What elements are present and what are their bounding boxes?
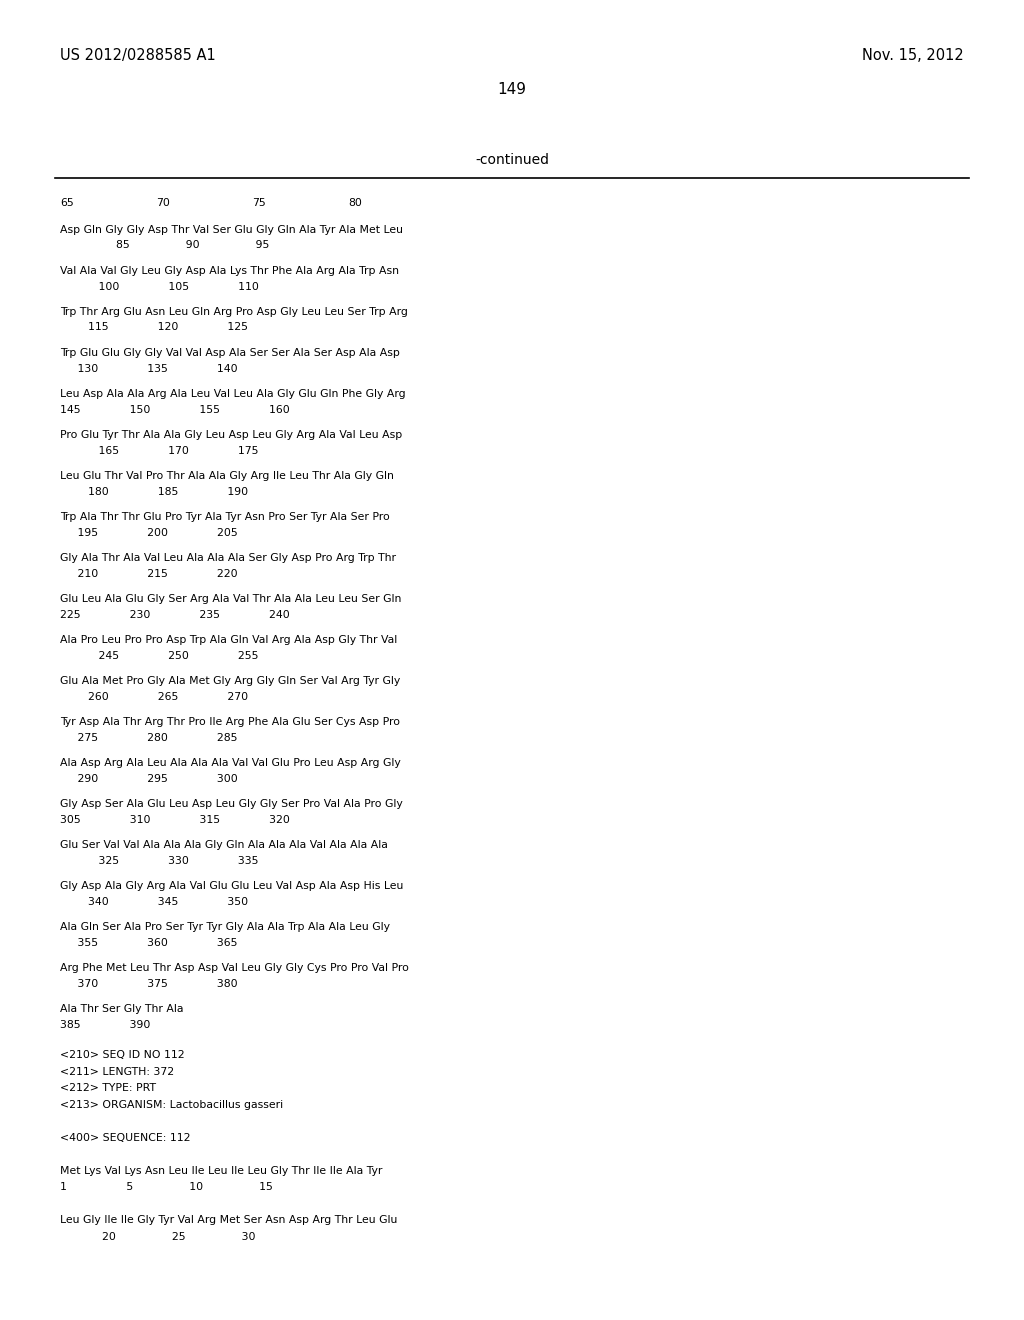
Text: Gly Ala Thr Ala Val Leu Ala Ala Ala Ser Gly Asp Pro Arg Trp Thr: Gly Ala Thr Ala Val Leu Ala Ala Ala Ser … bbox=[60, 553, 396, 564]
Text: Ala Gln Ser Ala Pro Ser Tyr Tyr Gly Ala Ala Trp Ala Ala Leu Gly: Ala Gln Ser Ala Pro Ser Tyr Tyr Gly Ala … bbox=[60, 921, 390, 932]
Text: Val Ala Val Gly Leu Gly Asp Ala Lys Thr Phe Ala Arg Ala Trp Asn: Val Ala Val Gly Leu Gly Asp Ala Lys Thr … bbox=[60, 267, 399, 276]
Text: Trp Ala Thr Thr Glu Pro Tyr Ala Tyr Asn Pro Ser Tyr Ala Ser Pro: Trp Ala Thr Thr Glu Pro Tyr Ala Tyr Asn … bbox=[60, 512, 390, 521]
Text: 245              250              255: 245 250 255 bbox=[60, 651, 258, 660]
Text: Nov. 15, 2012: Nov. 15, 2012 bbox=[862, 48, 964, 62]
Text: Ala Thr Ser Gly Thr Ala: Ala Thr Ser Gly Thr Ala bbox=[60, 1005, 183, 1014]
Text: Arg Phe Met Leu Thr Asp Asp Val Leu Gly Gly Cys Pro Pro Val Pro: Arg Phe Met Leu Thr Asp Asp Val Leu Gly … bbox=[60, 964, 409, 973]
Text: US 2012/0288585 A1: US 2012/0288585 A1 bbox=[60, 48, 216, 62]
Text: Glu Ala Met Pro Gly Ala Met Gly Arg Gly Gln Ser Val Arg Tyr Gly: Glu Ala Met Pro Gly Ala Met Gly Arg Gly … bbox=[60, 676, 400, 686]
Text: 180              185              190: 180 185 190 bbox=[60, 487, 248, 496]
Text: 85                90                95: 85 90 95 bbox=[60, 240, 269, 251]
Text: Asp Gln Gly Gly Asp Thr Val Ser Glu Gly Gln Ala Tyr Ala Met Leu: Asp Gln Gly Gly Asp Thr Val Ser Glu Gly … bbox=[60, 224, 403, 235]
Text: <400> SEQUENCE: 112: <400> SEQUENCE: 112 bbox=[60, 1133, 190, 1143]
Text: Trp Thr Arg Glu Asn Leu Gln Arg Pro Asp Gly Leu Leu Ser Trp Arg: Trp Thr Arg Glu Asn Leu Gln Arg Pro Asp … bbox=[60, 308, 408, 317]
Text: Glu Ser Val Val Ala Ala Ala Gly Gln Ala Ala Ala Val Ala Ala Ala: Glu Ser Val Val Ala Ala Ala Gly Gln Ala … bbox=[60, 840, 388, 850]
Text: 149: 149 bbox=[498, 82, 526, 98]
Text: Pro Glu Tyr Thr Ala Ala Gly Leu Asp Leu Gly Arg Ala Val Leu Asp: Pro Glu Tyr Thr Ala Ala Gly Leu Asp Leu … bbox=[60, 430, 402, 440]
Text: 195              200              205: 195 200 205 bbox=[60, 528, 238, 537]
Text: 305              310              315              320: 305 310 315 320 bbox=[60, 814, 290, 825]
Text: 290              295              300: 290 295 300 bbox=[60, 774, 238, 784]
Text: 100              105              110: 100 105 110 bbox=[60, 281, 259, 292]
Text: 355              360              365: 355 360 365 bbox=[60, 937, 238, 948]
Text: 115              120              125: 115 120 125 bbox=[60, 322, 248, 333]
Text: Gly Asp Ser Ala Glu Leu Asp Leu Gly Gly Ser Pro Val Ala Pro Gly: Gly Asp Ser Ala Glu Leu Asp Leu Gly Gly … bbox=[60, 799, 402, 809]
Text: 275              280              285: 275 280 285 bbox=[60, 733, 238, 743]
Text: 165              170              175: 165 170 175 bbox=[60, 446, 258, 455]
Text: 130              135              140: 130 135 140 bbox=[60, 363, 238, 374]
Text: <210> SEQ ID NO 112: <210> SEQ ID NO 112 bbox=[60, 1049, 184, 1060]
Text: 65: 65 bbox=[60, 198, 74, 209]
Text: 80: 80 bbox=[348, 198, 361, 209]
Text: Glu Leu Ala Glu Gly Ser Arg Ala Val Thr Ala Ala Leu Leu Ser Gln: Glu Leu Ala Glu Gly Ser Arg Ala Val Thr … bbox=[60, 594, 401, 605]
Text: 325              330              335: 325 330 335 bbox=[60, 855, 258, 866]
Text: 1                 5                10                15: 1 5 10 15 bbox=[60, 1181, 272, 1192]
Text: Gly Asp Ala Gly Arg Ala Val Glu Glu Leu Val Asp Ala Asp His Leu: Gly Asp Ala Gly Arg Ala Val Glu Glu Leu … bbox=[60, 880, 403, 891]
Text: 70: 70 bbox=[156, 198, 170, 209]
Text: 385              390: 385 390 bbox=[60, 1019, 151, 1030]
Text: Trp Glu Glu Gly Gly Val Val Asp Ala Ser Ser Ala Ser Asp Ala Asp: Trp Glu Glu Gly Gly Val Val Asp Ala Ser … bbox=[60, 348, 400, 358]
Text: <211> LENGTH: 372: <211> LENGTH: 372 bbox=[60, 1067, 174, 1077]
Text: -continued: -continued bbox=[475, 153, 549, 168]
Text: <212> TYPE: PRT: <212> TYPE: PRT bbox=[60, 1082, 156, 1093]
Text: 340              345              350: 340 345 350 bbox=[60, 896, 248, 907]
Text: 225              230              235              240: 225 230 235 240 bbox=[60, 610, 290, 619]
Text: Leu Glu Thr Val Pro Thr Ala Ala Gly Arg Ile Leu Thr Ala Gly Gln: Leu Glu Thr Val Pro Thr Ala Ala Gly Arg … bbox=[60, 471, 394, 480]
Text: Leu Asp Ala Ala Arg Ala Leu Val Leu Ala Gly Glu Gln Phe Gly Arg: Leu Asp Ala Ala Arg Ala Leu Val Leu Ala … bbox=[60, 389, 406, 399]
Text: 145              150              155              160: 145 150 155 160 bbox=[60, 404, 290, 414]
Text: 210              215              220: 210 215 220 bbox=[60, 569, 238, 578]
Text: Met Lys Val Lys Asn Leu Ile Leu Ile Leu Gly Thr Ile Ile Ala Tyr: Met Lys Val Lys Asn Leu Ile Leu Ile Leu … bbox=[60, 1166, 382, 1176]
Text: 370              375              380: 370 375 380 bbox=[60, 978, 238, 989]
Text: 260              265              270: 260 265 270 bbox=[60, 692, 248, 701]
Text: Leu Gly Ile Ile Gly Tyr Val Arg Met Ser Asn Asp Arg Thr Leu Glu: Leu Gly Ile Ile Gly Tyr Val Arg Met Ser … bbox=[60, 1214, 397, 1225]
Text: Tyr Asp Ala Thr Arg Thr Pro Ile Arg Phe Ala Glu Ser Cys Asp Pro: Tyr Asp Ala Thr Arg Thr Pro Ile Arg Phe … bbox=[60, 717, 400, 727]
Text: Ala Asp Arg Ala Leu Ala Ala Ala Val Val Glu Pro Leu Asp Arg Gly: Ala Asp Arg Ala Leu Ala Ala Ala Val Val … bbox=[60, 758, 400, 768]
Text: Ala Pro Leu Pro Pro Asp Trp Ala Gln Val Arg Ala Asp Gly Thr Val: Ala Pro Leu Pro Pro Asp Trp Ala Gln Val … bbox=[60, 635, 397, 645]
Text: 20                25                30: 20 25 30 bbox=[60, 1232, 256, 1242]
Text: <213> ORGANISM: Lactobacillus gasseri: <213> ORGANISM: Lactobacillus gasseri bbox=[60, 1100, 283, 1110]
Text: 75: 75 bbox=[252, 198, 266, 209]
